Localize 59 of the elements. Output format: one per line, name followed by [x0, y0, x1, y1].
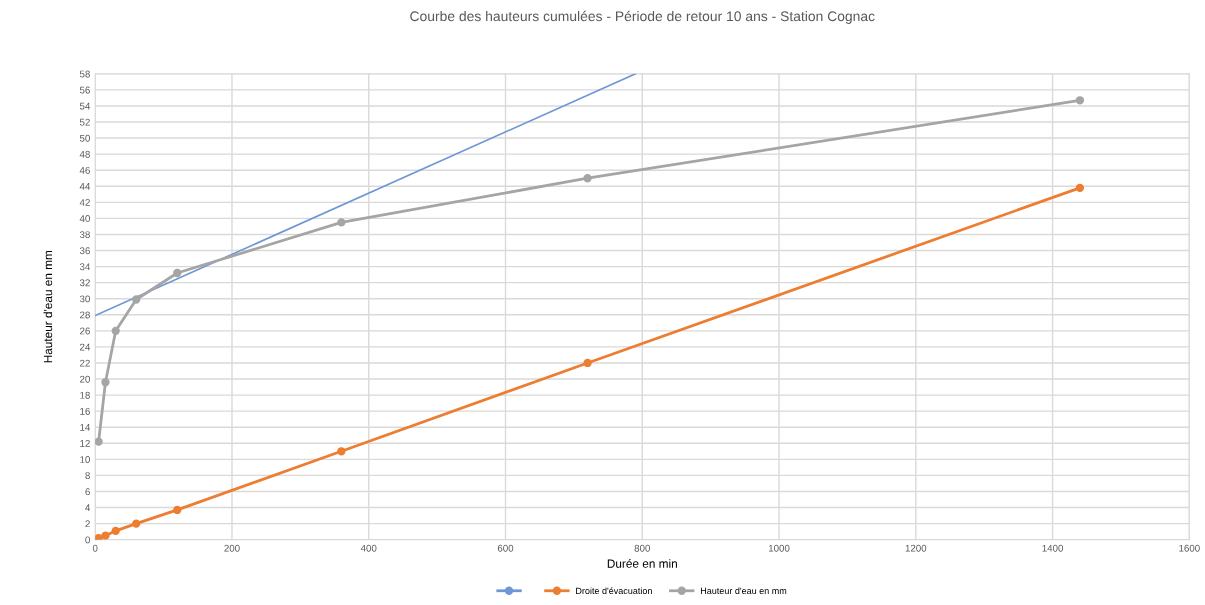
y-tick-label: 20	[80, 375, 90, 383]
y-tick-label: 22	[80, 359, 90, 367]
y-tick-label: 6	[85, 488, 90, 496]
y-tick-label: 50	[79, 134, 90, 142]
point	[111, 326, 120, 335]
point	[1075, 183, 1085, 193]
y-tick-label: 52	[79, 118, 90, 126]
y-tick-label: 30	[79, 295, 90, 303]
point	[583, 358, 592, 368]
point	[337, 218, 346, 227]
chart-title: Courbe des hauteurs cumulées - Période de retour 10 ans - Station Cognac	[410, 10, 875, 24]
point	[101, 378, 110, 387]
y-tick-label: 54	[79, 102, 91, 110]
point	[173, 505, 182, 515]
x-tick-label: 800	[634, 544, 650, 552]
y-tick-label: 32	[79, 279, 90, 287]
point	[111, 526, 120, 535]
y-tick-label: 26	[80, 327, 90, 335]
x-tick-label: 1200	[905, 544, 927, 552]
y-tick-label: 46	[79, 166, 90, 174]
y-tick-label: 38	[79, 231, 90, 239]
y-tick-label: 58	[79, 70, 90, 78]
point	[132, 295, 141, 304]
y-tick-label: 36	[79, 247, 90, 255]
legend-label: Hauteur d'eau en mm	[700, 587, 787, 595]
point	[337, 447, 346, 456]
y-tick-label: 0	[85, 536, 90, 544]
point	[1075, 96, 1085, 105]
x-axis-title: Durée en min	[607, 559, 677, 568]
y-tick-label: 44	[79, 183, 91, 190]
x-tick-label: 600	[497, 544, 514, 552]
y-tick-label: 48	[79, 150, 90, 158]
y-tick-label: 10	[80, 456, 90, 463]
y-tick-label: 4	[85, 504, 91, 512]
y-tick-label: 18	[80, 391, 90, 399]
y-tick-label: 2	[85, 520, 90, 528]
y-tick-label: 28	[80, 311, 90, 319]
point	[95, 437, 103, 446]
legend-label: Droite d'évacuation	[576, 587, 652, 595]
y-tick-label: 16	[80, 407, 90, 415]
y-tick-label: 40	[79, 215, 90, 222]
point	[132, 519, 141, 528]
y-tick-label: 14	[80, 424, 91, 431]
x-tick-label: 0	[92, 544, 98, 552]
point	[173, 268, 182, 278]
y-tick-label: 34	[79, 263, 91, 271]
y-tick-label: 24	[80, 343, 91, 351]
x-tick-label: 1000	[768, 544, 790, 552]
point	[583, 174, 592, 183]
y-tick-label: 56	[79, 86, 90, 94]
y-tick-label: 8	[85, 472, 90, 480]
y-tick-label: 12	[80, 440, 90, 447]
y-axis-title: Hauteur d'eau en mm	[43, 250, 53, 363]
y-tick-label: 42	[79, 199, 90, 206]
x-tick-label: 400	[360, 544, 377, 552]
point	[101, 531, 110, 540]
x-tick-label: 1400	[1042, 544, 1063, 552]
x-tick-label: 1600	[1179, 544, 1200, 552]
x-tick-label: 200	[224, 544, 240, 552]
